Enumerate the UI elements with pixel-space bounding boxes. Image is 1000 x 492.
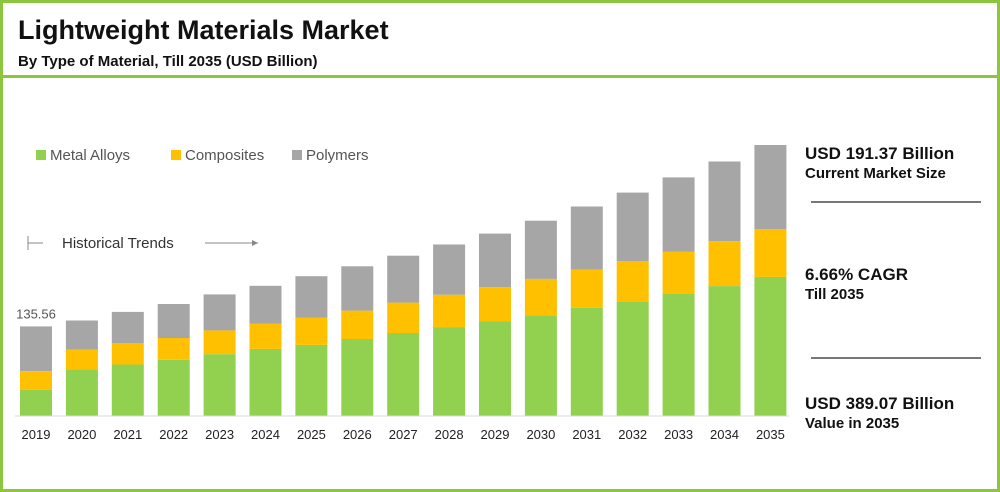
bar-metal-alloys-2026 xyxy=(341,339,374,416)
bar-metal-alloys-2019 xyxy=(20,389,52,416)
stacked-bar-chart: Metal Alloys Composites Polymers Histori… xyxy=(15,145,789,442)
value-in-2035-label: Value in 2035 xyxy=(805,415,900,432)
bar-metal-alloys-2022 xyxy=(157,359,190,416)
bar-polymers-2030 xyxy=(524,220,557,279)
bar-metal-alloys-2024 xyxy=(249,348,282,416)
bar-composites-2021 xyxy=(111,343,144,365)
bar-polymers-2023 xyxy=(203,294,236,331)
current-market-size: USD 191.37 Billion Current Market Size xyxy=(805,143,954,184)
bar-composites-2020 xyxy=(65,349,98,370)
bar-polymers-2032 xyxy=(616,192,649,261)
bar-polymers-2021 xyxy=(111,311,144,344)
x-tick-label-2023: 2023 xyxy=(205,427,234,442)
value-in-2035: USD 389.07 Billion Value in 2035 xyxy=(805,393,954,434)
historical-trends-annotation: Historical Trends xyxy=(27,235,258,252)
legend-swatch-metal-alloys xyxy=(36,150,46,160)
x-tick-label-2020: 2020 xyxy=(67,427,96,442)
bar-composites-2026 xyxy=(341,310,374,339)
bar-composites-2034 xyxy=(708,241,741,287)
cagr-label: Till 2035 xyxy=(805,286,864,303)
bar-polymers-2025 xyxy=(295,276,328,318)
side-divider-1 xyxy=(811,201,981,203)
chart-title: Lightweight Materials Market xyxy=(18,15,389,45)
x-tick-label-2021: 2021 xyxy=(113,427,142,442)
bar-composites-2030 xyxy=(524,278,557,316)
bar-polymers-2020 xyxy=(65,320,98,350)
legend-swatch-polymers xyxy=(292,150,302,160)
x-tick-label-2031: 2031 xyxy=(572,427,601,442)
value-in-2035-value: USD 389.07 Billion xyxy=(805,394,955,413)
x-tick-label-2019: 2019 xyxy=(22,427,51,442)
bar-polymers-2027 xyxy=(387,255,420,303)
bar-polymers-2028 xyxy=(433,244,466,295)
bar-composites-2024 xyxy=(249,323,282,349)
x-tick-labels: 2019 2020 2021 2022 2023 2024 2025 2026 2027 2028… xyxy=(22,427,785,442)
legend: Metal Alloys Composites Polymers xyxy=(36,147,369,164)
bar-metal-alloys-2030 xyxy=(524,315,557,416)
chart-header: Lightweight Materials Market By Type of … xyxy=(3,3,997,78)
bar-composites-2022 xyxy=(157,338,190,360)
bar-metal-alloys-2034 xyxy=(708,286,741,416)
bar-polymers-2033 xyxy=(662,177,695,252)
bar-metal-alloys-2021 xyxy=(111,364,144,416)
bar-composites-2025 xyxy=(295,317,328,345)
x-tick-label-2028: 2028 xyxy=(435,427,464,442)
bar-metal-alloys-2023 xyxy=(203,354,236,416)
x-tick-label-2032: 2032 xyxy=(618,427,647,442)
bar-composites-2031 xyxy=(570,269,603,308)
bar-metal-alloys-2027 xyxy=(387,333,420,416)
bar-composites-2032 xyxy=(616,261,649,302)
bar-composites-2027 xyxy=(387,302,420,333)
x-tick-label-2027: 2027 xyxy=(389,427,418,442)
x-tick-label-2024: 2024 xyxy=(251,427,280,442)
x-tick-label-2035: 2035 xyxy=(756,427,785,442)
legend-label-composites: Composites xyxy=(185,147,264,164)
historical-trends-label: Historical Trends xyxy=(62,235,174,252)
cagr: 6.66% CAGR Till 2035 xyxy=(805,264,908,305)
x-tick-label-2026: 2026 xyxy=(343,427,372,442)
bar-polymers-2024 xyxy=(249,285,282,324)
chart-subtitle: By Type of Material, Till 2035 (USD Bill… xyxy=(18,53,318,70)
trend-arrow-head-icon xyxy=(252,240,258,246)
bar-composites-2029 xyxy=(479,287,511,322)
bar-polymers-2022 xyxy=(157,304,190,338)
data-labels: 135.56 xyxy=(16,306,56,321)
side-divider-2 xyxy=(811,357,981,359)
bar-composites-2019 xyxy=(20,371,52,390)
bar-metal-alloys-2031 xyxy=(570,307,603,416)
bar-polymers-2035 xyxy=(754,145,787,230)
bar-polymers-2029 xyxy=(479,233,511,288)
bar-polymers-2026 xyxy=(341,266,374,311)
bar-metal-alloys-2029 xyxy=(479,321,511,416)
x-tick-label-2029: 2029 xyxy=(481,427,510,442)
cagr-value: 6.66% CAGR xyxy=(805,265,908,284)
x-tick-label-2022: 2022 xyxy=(159,427,188,442)
legend-label-polymers: Polymers xyxy=(306,147,369,164)
x-tick-label-2025: 2025 xyxy=(297,427,326,442)
bar-polymers-2019 xyxy=(20,326,52,371)
x-tick-label-2034: 2034 xyxy=(710,427,739,442)
bars xyxy=(20,145,787,416)
bar-metal-alloys-2028 xyxy=(433,327,466,416)
bar-metal-alloys-2035 xyxy=(754,276,787,416)
bar-metal-alloys-2033 xyxy=(662,294,695,416)
data-label-2019: 135.56 xyxy=(16,306,56,321)
bar-composites-2023 xyxy=(203,330,236,355)
bar-metal-alloys-2020 xyxy=(65,369,98,416)
bar-composites-2033 xyxy=(662,251,695,294)
x-tick-label-2033: 2033 xyxy=(664,427,693,442)
bar-composites-2028 xyxy=(433,294,466,328)
current-market-size-label: Current Market Size xyxy=(805,165,946,182)
x-tick-label-2030: 2030 xyxy=(526,427,555,442)
bar-polymers-2031 xyxy=(570,206,603,270)
bar-composites-2035 xyxy=(754,229,787,277)
bar-metal-alloys-2032 xyxy=(616,301,649,416)
legend-label-metal-alloys: Metal Alloys xyxy=(50,147,130,164)
bar-metal-alloys-2025 xyxy=(295,344,328,416)
bar-polymers-2034 xyxy=(708,161,741,242)
legend-swatch-composites xyxy=(171,150,181,160)
current-market-size-value: USD 191.37 Billion xyxy=(805,144,955,163)
